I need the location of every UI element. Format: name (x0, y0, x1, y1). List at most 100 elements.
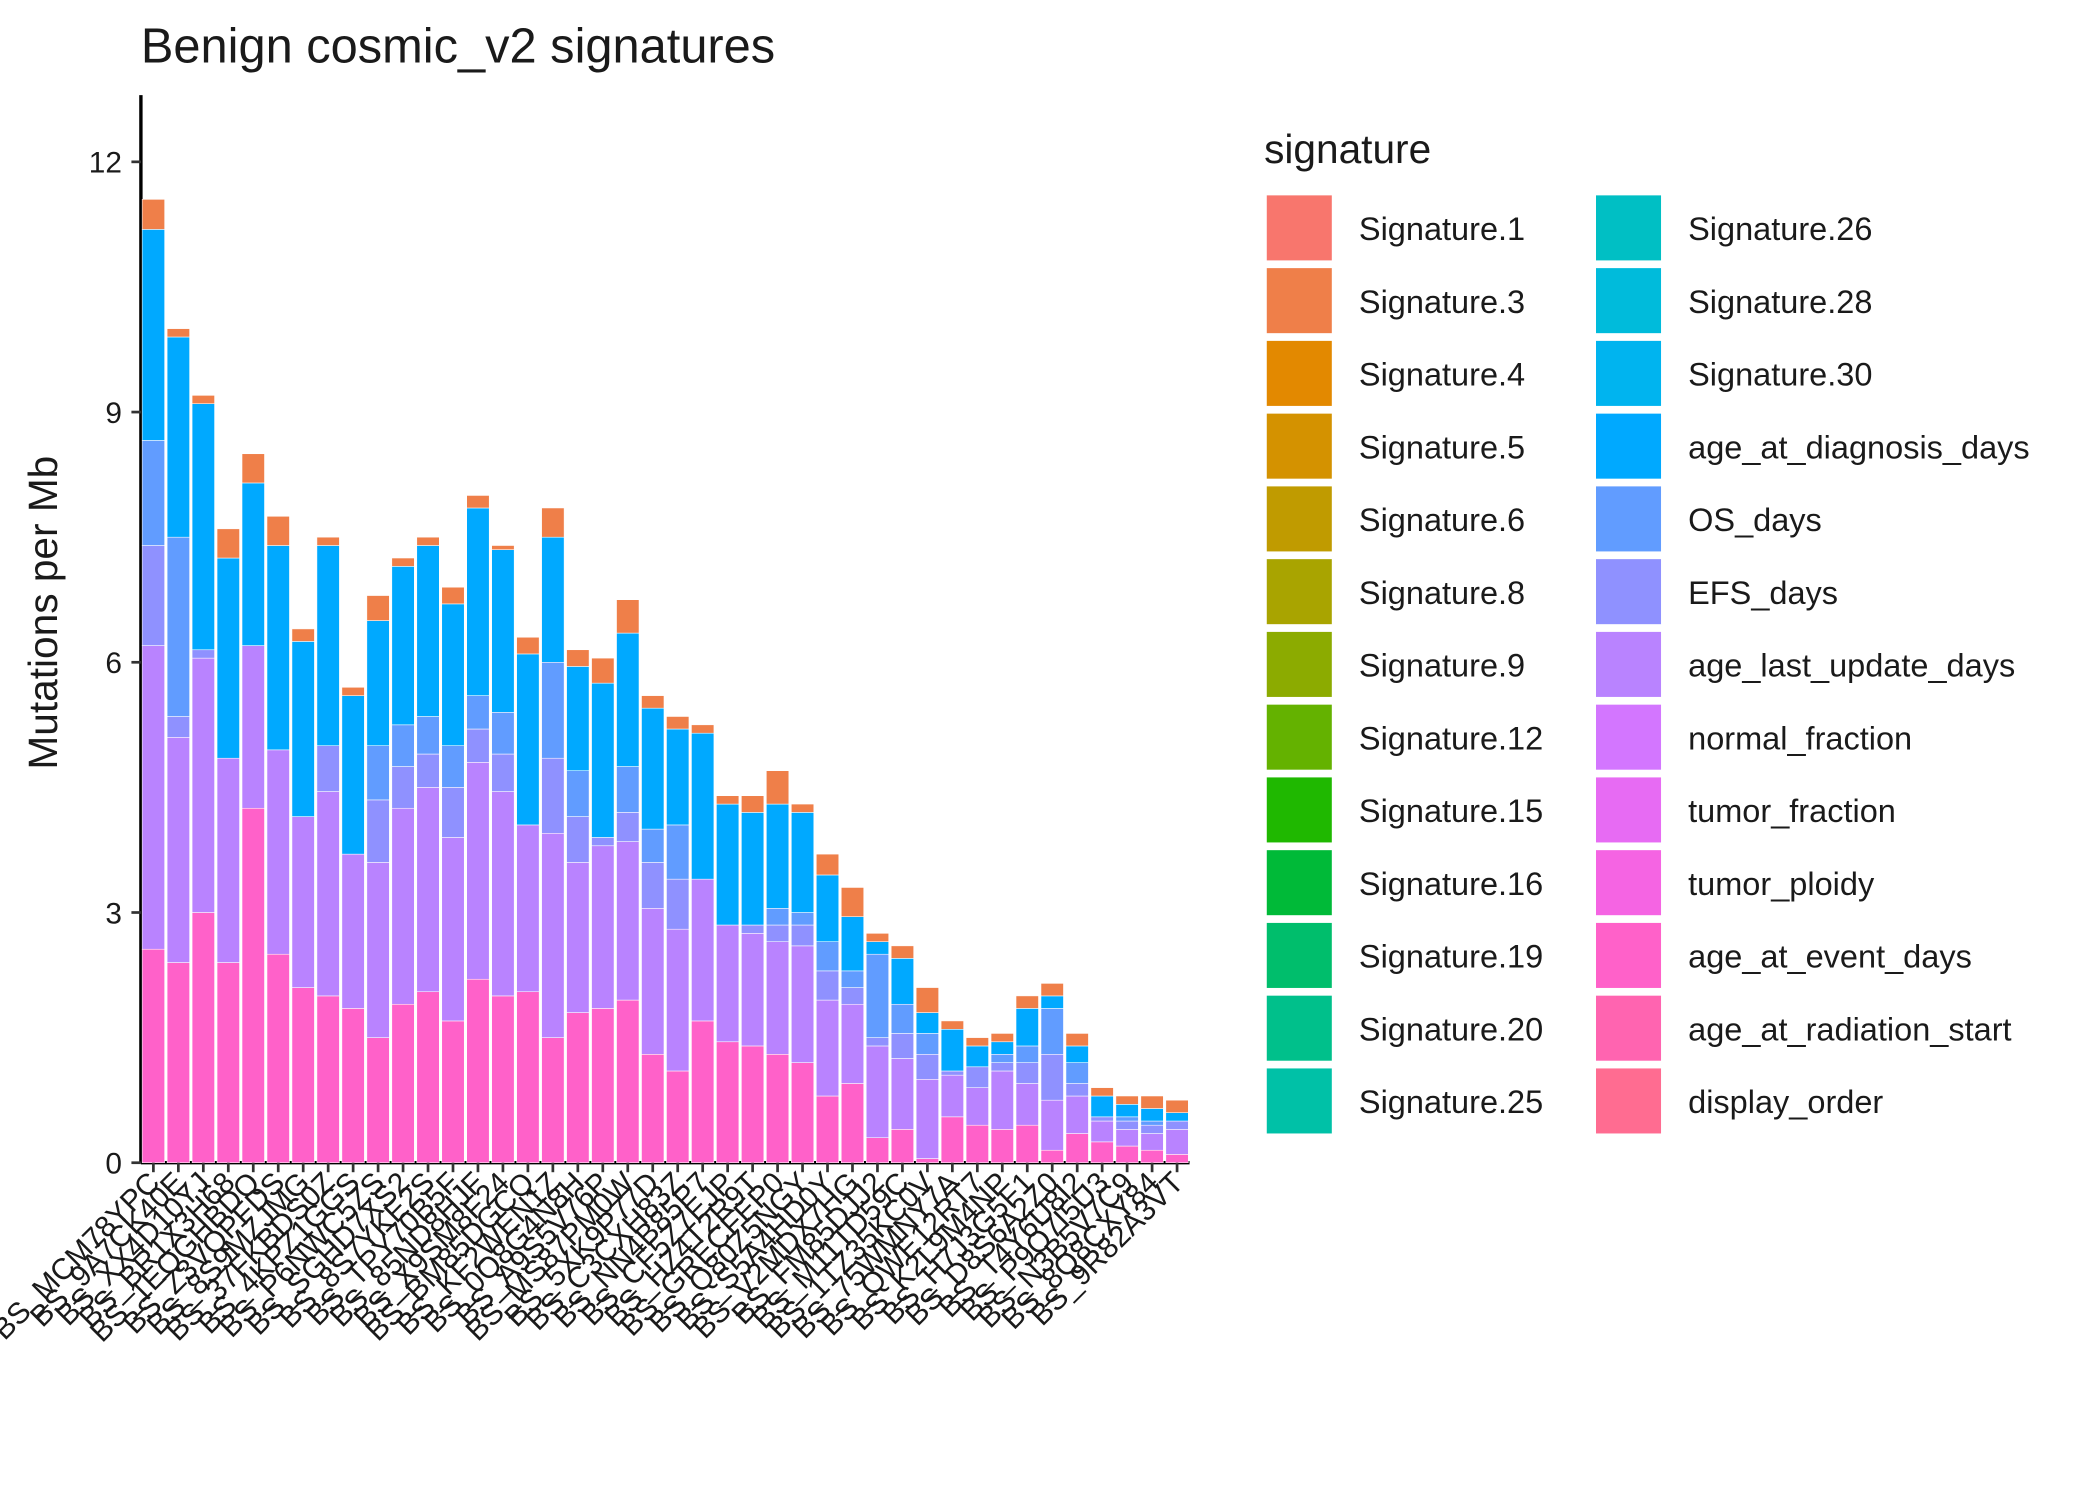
bar-segment (1090, 1087, 1114, 1097)
bar-segment (691, 878, 715, 1022)
legend-label: OS_days (1688, 502, 1822, 538)
bar-segment (766, 924, 790, 942)
bar-segment (416, 787, 440, 993)
bar-segment (641, 1054, 665, 1163)
bar-segment (741, 933, 765, 1047)
bar-segment (1040, 995, 1064, 1009)
bar-segment (1065, 1095, 1089, 1134)
legend-key (1596, 922, 1662, 988)
bar-segment (766, 908, 790, 926)
bar-segment (391, 807, 415, 1005)
bar-segment (915, 1033, 939, 1055)
bar-segment (391, 724, 415, 767)
bar-segment (940, 1116, 964, 1163)
bar-segment (965, 1066, 989, 1088)
bar-segment (216, 962, 240, 1163)
bar-segment (915, 987, 939, 1013)
legend-label: Signature.15 (1359, 793, 1543, 829)
bar-segment (1090, 1120, 1114, 1143)
bar-segment (915, 1054, 939, 1080)
bar-segment (791, 945, 815, 1063)
bar-segment (1090, 1116, 1114, 1122)
bar-segment (1015, 995, 1039, 1009)
bar-segment (641, 862, 665, 909)
bar-segment (1140, 1120, 1164, 1126)
bar-segment (316, 745, 340, 792)
bar-segment (716, 795, 740, 805)
bar-segment (641, 695, 665, 709)
bar-segment (541, 662, 565, 759)
bar-segment (641, 908, 665, 1055)
bar-segment (890, 1003, 914, 1034)
bar-segment (1065, 1083, 1089, 1097)
legend-label: Signature.8 (1359, 575, 1525, 611)
bar-segment (1015, 1083, 1039, 1126)
legend-label: Signature.9 (1359, 648, 1525, 684)
bar-segment (566, 1012, 590, 1163)
bar-segment (391, 566, 415, 726)
legend-key (1266, 1068, 1332, 1134)
bar-segment (1165, 1112, 1189, 1122)
bar-segment (691, 1020, 715, 1163)
bar-segment (366, 862, 390, 1038)
bar-segment (616, 766, 640, 813)
legend-label: Signature.19 (1359, 939, 1543, 975)
bar-segment (191, 403, 215, 651)
bar-segment (491, 712, 515, 755)
legend-key (1266, 486, 1332, 552)
bar-segment (441, 603, 465, 746)
bar-segment (1115, 1104, 1139, 1118)
bar-segment (1165, 1154, 1189, 1163)
bar-segment (990, 1033, 1014, 1043)
bar-segment (915, 1079, 939, 1159)
legend-label: Signature.30 (1688, 357, 1872, 393)
bar-segment (1140, 1095, 1164, 1109)
bar-segment (816, 970, 840, 1001)
bar-segment (890, 1129, 914, 1163)
legend-key (1266, 631, 1332, 697)
bar-segment (666, 878, 690, 930)
bar-segment (791, 924, 815, 947)
bar-segment (441, 1020, 465, 1163)
bar-segment (441, 787, 465, 838)
bar-segment (166, 716, 190, 738)
bar-segment (391, 557, 415, 567)
bar-segment (716, 1041, 740, 1163)
bar-segment (316, 791, 340, 997)
bar-segment (166, 336, 190, 538)
legend-key (1266, 559, 1332, 625)
legend-key (1596, 486, 1662, 552)
legend-label: Signature.25 (1359, 1084, 1543, 1120)
bar-segment (166, 328, 190, 338)
bar-segment (616, 812, 640, 842)
bar-segment (416, 991, 440, 1163)
bar-segment (865, 1037, 889, 1047)
legend-label: Signature.20 (1359, 1011, 1543, 1047)
bar-segment (791, 803, 815, 813)
bar-segment (791, 912, 815, 926)
bar-segment (890, 958, 914, 1005)
bar-segment (865, 1137, 889, 1163)
bar-segment (316, 995, 340, 1163)
legend-key (1596, 777, 1662, 843)
bar-segment (466, 978, 490, 1163)
bar-segment (641, 707, 665, 830)
bar-segment (840, 1083, 864, 1163)
bar-segment (391, 1003, 415, 1163)
bar-segment (366, 620, 390, 746)
legend-key (1266, 340, 1332, 406)
bar-segment (591, 845, 615, 1009)
bar-segment (241, 645, 265, 809)
bar-segment (816, 874, 840, 942)
bar-segment (266, 749, 290, 955)
bar-segment (666, 1070, 690, 1163)
legend-key (1596, 340, 1662, 406)
bar-segment (1065, 1033, 1089, 1047)
y-tick-label: 0 (105, 1148, 122, 1181)
bar-segment (1115, 1129, 1139, 1147)
bar-segment (416, 716, 440, 755)
bar-segment (691, 724, 715, 734)
bar-segment (191, 649, 215, 659)
bar-segment (1090, 1141, 1114, 1163)
